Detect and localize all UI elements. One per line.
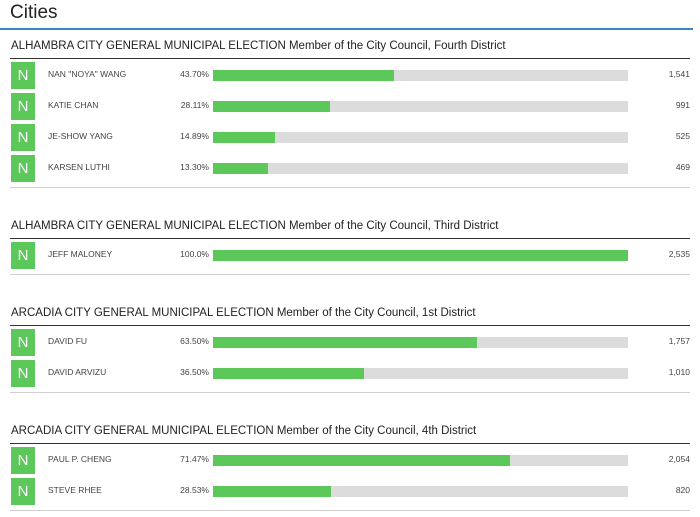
race-divider bbox=[10, 325, 690, 326]
candidate-votes: 1,541 bbox=[668, 69, 690, 79]
candidate-percent: 100.0% bbox=[180, 249, 209, 259]
candidate-name: KATIE CHAN bbox=[48, 100, 99, 110]
candidate-row: N DAVID FU 63.50% 1,757 bbox=[0, 327, 700, 358]
candidate-percent: 71.47% bbox=[180, 454, 209, 464]
race-title: ARCADIA CITY GENERAL MUNICIPAL ELECTION … bbox=[11, 425, 477, 437]
candidate-percent: 13.30% bbox=[180, 162, 209, 172]
race-title: ALHAMBRA CITY GENERAL MUNICIPAL ELECTION… bbox=[11, 40, 506, 52]
candidate-name: DAVID FU bbox=[48, 336, 88, 346]
vote-bar-track bbox=[213, 163, 628, 174]
vote-bar-fill bbox=[213, 250, 628, 261]
candidate-row: N JEFF MALONEY 100.0% 2,535 bbox=[0, 240, 700, 271]
vote-bar-track bbox=[213, 250, 628, 261]
candidate-name: JEFF MALONEY bbox=[48, 249, 113, 259]
vote-bar-fill bbox=[213, 101, 330, 112]
vote-bar-track bbox=[213, 486, 628, 497]
candidate-name: DAVID ARVIZU bbox=[48, 367, 107, 377]
candidate-name: KARSEN LUTHI bbox=[48, 162, 110, 172]
race-bottom-divider bbox=[10, 274, 690, 275]
vote-bar-track bbox=[213, 101, 628, 112]
race-bottom-divider bbox=[10, 187, 690, 188]
vote-bar-track bbox=[213, 337, 628, 348]
candidate-name: STEVE RHEE bbox=[48, 485, 102, 495]
race-divider bbox=[10, 58, 690, 59]
vote-bar-track bbox=[213, 368, 628, 379]
vote-bar-fill bbox=[213, 368, 364, 379]
candidate-percent: 63.50% bbox=[180, 336, 209, 346]
candidate-votes: 469 bbox=[675, 162, 690, 172]
race-bottom-divider bbox=[10, 510, 690, 511]
party-badge: N bbox=[11, 242, 35, 269]
vote-bar-fill bbox=[213, 455, 510, 466]
candidate-row: N KARSEN LUTHI 13.30% 469 bbox=[0, 153, 700, 184]
candidate-votes: 2,535 bbox=[668, 249, 690, 259]
candidate-row: N KATIE CHAN 28.11% 991 bbox=[0, 91, 700, 122]
candidate-votes: 820 bbox=[675, 485, 690, 495]
party-badge: N bbox=[11, 124, 35, 151]
candidate-percent: 36.50% bbox=[180, 367, 209, 377]
race-divider bbox=[10, 443, 690, 444]
candidate-votes: 991 bbox=[675, 100, 690, 110]
candidate-row: N JE-SHOW YANG 14.89% 525 bbox=[0, 122, 700, 153]
section-title: Cities bbox=[10, 2, 58, 23]
party-badge: N bbox=[11, 478, 35, 505]
party-badge: N bbox=[11, 155, 35, 182]
candidate-percent: 28.11% bbox=[180, 100, 209, 110]
candidate-percent: 14.89% bbox=[180, 131, 209, 141]
vote-bar-track bbox=[213, 70, 628, 81]
candidate-votes: 1,757 bbox=[668, 336, 690, 346]
vote-bar-track bbox=[213, 132, 628, 143]
vote-bar-fill bbox=[213, 70, 394, 81]
race-bottom-divider bbox=[10, 392, 690, 393]
candidate-name: NAN "NOYA" WANG bbox=[48, 69, 127, 79]
vote-bar-fill bbox=[213, 132, 275, 143]
vote-bar-fill bbox=[213, 337, 477, 348]
party-badge: N bbox=[11, 447, 35, 474]
candidate-percent: 43.70% bbox=[180, 69, 209, 79]
vote-bar-fill bbox=[213, 163, 268, 174]
section-header: Cities bbox=[0, 0, 693, 30]
candidate-row: N NAN "NOYA" WANG 43.70% 1,541 bbox=[0, 60, 700, 91]
party-badge: N bbox=[11, 360, 35, 387]
party-badge: N bbox=[11, 93, 35, 120]
candidate-votes: 525 bbox=[675, 131, 690, 141]
vote-bar-fill bbox=[213, 486, 331, 497]
candidate-name: PAUL P. CHENG bbox=[48, 454, 112, 464]
race-title: ARCADIA CITY GENERAL MUNICIPAL ELECTION … bbox=[11, 307, 476, 319]
candidate-votes: 1,010 bbox=[668, 367, 690, 377]
party-badge: N bbox=[11, 62, 35, 89]
candidate-percent: 28.53% bbox=[180, 485, 209, 495]
candidate-row: N PAUL P. CHENG 71.47% 2,054 bbox=[0, 445, 700, 476]
race-divider bbox=[10, 238, 690, 239]
candidate-row: N DAVID ARVIZU 36.50% 1,010 bbox=[0, 358, 700, 389]
race-title: ALHAMBRA CITY GENERAL MUNICIPAL ELECTION… bbox=[11, 220, 499, 232]
candidate-votes: 2,054 bbox=[668, 454, 690, 464]
candidate-row: N STEVE RHEE 28.53% 820 bbox=[0, 476, 700, 507]
vote-bar-track bbox=[213, 455, 628, 466]
party-badge: N bbox=[11, 329, 35, 356]
candidate-name: JE-SHOW YANG bbox=[48, 131, 113, 141]
